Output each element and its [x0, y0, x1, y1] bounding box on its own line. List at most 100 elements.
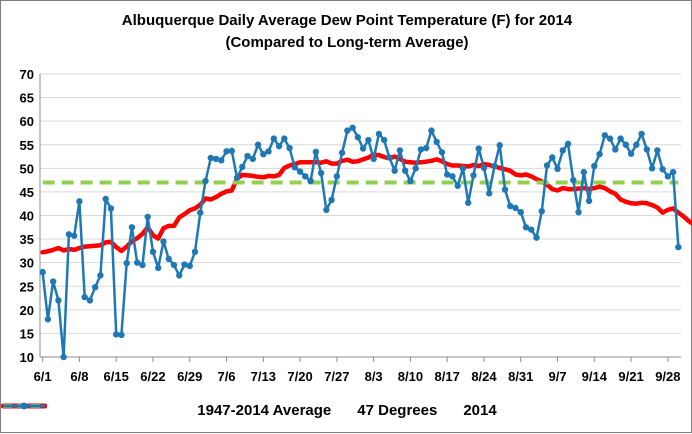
data-point-2014 [507, 202, 514, 210]
data-point-2014 [107, 205, 115, 212]
data-point-2014 [601, 132, 609, 139]
data-point-2014 [49, 278, 57, 285]
data-point-2014 [302, 173, 309, 180]
data-point-2014 [60, 353, 67, 361]
data-point-2014 [128, 224, 136, 231]
data-point-2014 [333, 173, 341, 180]
x-tick-label: 9/28 [655, 369, 680, 384]
data-point-2014 [669, 168, 677, 176]
data-point-2014 [622, 141, 630, 148]
x-tick-label: 6/1 [34, 369, 52, 384]
data-point-2014 [643, 146, 651, 153]
data-point-2014 [391, 167, 398, 174]
data-point-2014 [517, 208, 524, 216]
data-point-2014 [522, 224, 530, 231]
legend-label-average: 1947-2014 Average [197, 401, 332, 419]
data-point-2014 [654, 147, 661, 154]
legend-swatch-2014 [3, 402, 45, 410]
data-point-2014 [344, 127, 351, 134]
data-point-2014 [218, 157, 225, 164]
legend: 1947-2014 Average 47 Degrees 2014 [1, 399, 692, 421]
legend-item-average: 1947-2014 Average [1, 401, 332, 419]
data-point-2014 [197, 209, 204, 216]
data-point-2014 [207, 154, 214, 162]
data-point-2014 [491, 162, 498, 170]
data-point-2014 [407, 177, 414, 185]
data-point-2014 [564, 140, 572, 148]
data-point-2014 [501, 186, 509, 193]
data-point-2014 [134, 259, 141, 266]
data-point-2014 [102, 195, 109, 203]
legend-item-47: 47 Degrees [3, 401, 438, 419]
data-point-2014 [386, 154, 393, 161]
data-point-2014 [417, 146, 425, 153]
data-point-2014 [239, 163, 246, 171]
data-point-2014 [244, 152, 251, 160]
data-point-2014 [543, 162, 551, 169]
data-point-2014 [191, 248, 199, 256]
data-point-2014 [648, 165, 656, 172]
data-point-2014 [459, 165, 467, 172]
data-point-2014 [165, 255, 172, 263]
data-point-2014 [291, 164, 299, 171]
y-tick-label: 65 [20, 91, 34, 106]
data-point-2014 [465, 199, 472, 206]
x-tick-label: 8/10 [398, 369, 423, 384]
legend-label-47: 47 Degrees [357, 401, 438, 419]
data-point-2014 [443, 171, 451, 178]
data-point-2014 [554, 165, 561, 173]
y-tick-label: 20 [20, 303, 34, 318]
data-point-2014 [149, 248, 157, 256]
subtitle-line: (Compared to Long-term Average) [225, 34, 469, 51]
x-tick-label: 7/6 [217, 369, 235, 384]
x-tick-label: 9/7 [548, 369, 566, 384]
data-point-2014 [123, 259, 130, 267]
data-point-2014 [380, 136, 388, 144]
data-point-2014 [559, 147, 566, 154]
data-point-2014 [422, 144, 430, 152]
y-tick-label: 10 [20, 350, 34, 365]
data-point-2014 [254, 141, 262, 148]
x-tick-label: 9/21 [618, 369, 643, 384]
data-point-2014 [275, 142, 283, 150]
data-point-2014 [112, 331, 120, 338]
data-point-2014 [591, 162, 598, 170]
data-point-2014 [575, 208, 582, 216]
data-point-2014 [160, 238, 167, 245]
data-point-2014 [606, 135, 614, 142]
data-point-2014 [528, 226, 535, 233]
data-point-2014 [144, 213, 151, 221]
data-point-2014 [86, 297, 94, 304]
data-point-2014 [176, 272, 183, 279]
data-point-2014 [260, 150, 267, 158]
data-point-2014 [181, 261, 188, 268]
data-point-2014 [433, 138, 440, 146]
data-point-2014 [375, 130, 383, 138]
data-point-2014 [438, 149, 446, 156]
data-point-2014 [155, 264, 162, 272]
data-point-2014 [401, 167, 409, 174]
data-point-2014 [486, 190, 493, 197]
x-tick-label: 6/8 [70, 369, 88, 384]
legend-label-2014: 2014 [463, 401, 497, 419]
data-point-2014 [249, 155, 256, 163]
data-point-2014 [349, 124, 356, 131]
data-point-2014 [281, 135, 288, 142]
data-point-2014 [323, 206, 330, 214]
data-point-2014 [228, 147, 235, 155]
data-point-2014 [585, 197, 593, 205]
legend-item-2014: 2014 [3, 401, 497, 419]
data-point-2014 [512, 204, 519, 212]
y-tick-label: 25 [20, 279, 34, 294]
data-point-2014 [475, 145, 482, 152]
data-point-2014 [81, 293, 88, 301]
x-tick-label: 6/22 [140, 369, 165, 384]
chart-title: Albuquerque Daily Average Dew Point Temp… [1, 10, 692, 54]
data-point-2014 [55, 297, 62, 304]
x-tick-label: 7/27 [324, 369, 349, 384]
x-tick-label: 8/24 [471, 369, 497, 384]
x-tick-label: 8/31 [508, 369, 533, 384]
data-point-2014 [570, 176, 577, 184]
x-tick-label: 6/29 [177, 369, 202, 384]
